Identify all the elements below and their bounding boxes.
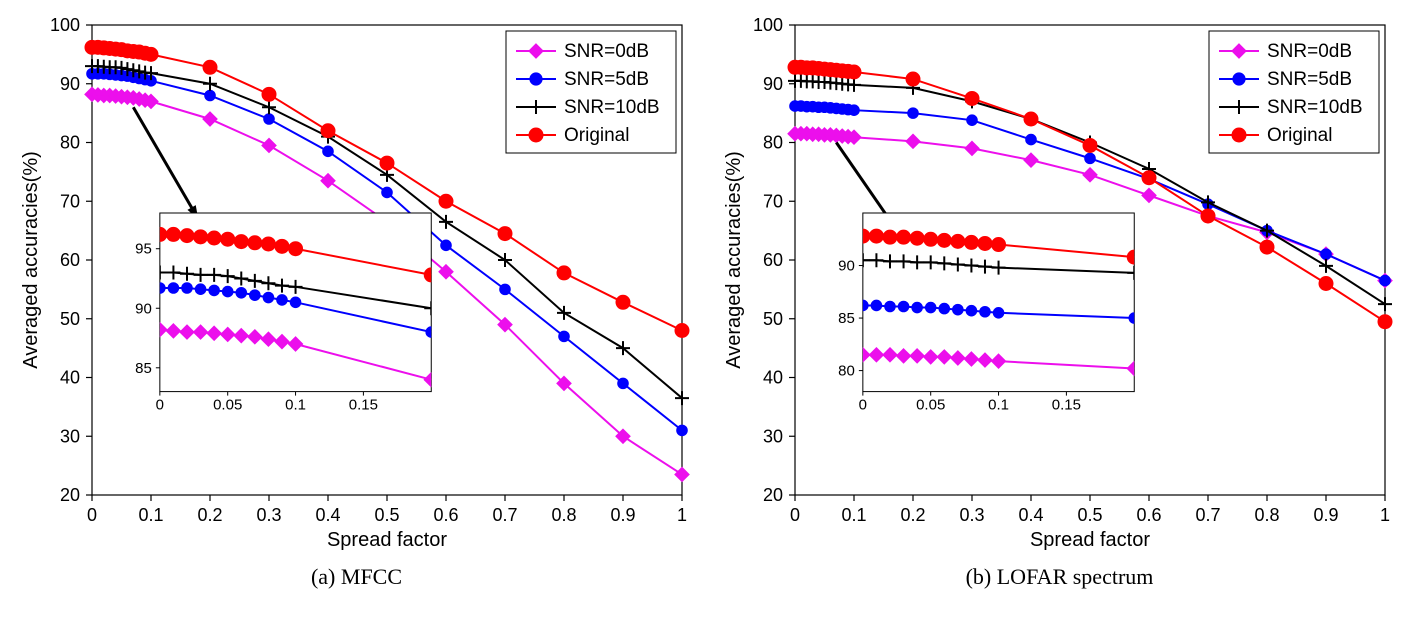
svg-text:0.8: 0.8	[1254, 505, 1279, 525]
svg-text:0.3: 0.3	[959, 505, 984, 525]
subplot-lofar: 0 0.1 0.2 0.3 0.4 0.5 0.6 0.7 0.8 0.9 1 20 30 40 50 60 7…	[720, 10, 1400, 560]
svg-text:90: 90	[135, 300, 152, 317]
svg-text:40: 40	[59, 368, 79, 388]
svg-text:20: 20	[762, 485, 782, 505]
svg-text:0.2: 0.2	[197, 505, 222, 525]
svg-text:0.6: 0.6	[1136, 505, 1161, 525]
svg-text:1: 1	[1379, 505, 1389, 525]
svg-text:0.4: 0.4	[1018, 505, 1043, 525]
svg-text:40: 40	[762, 368, 782, 388]
svg-text:0.15: 0.15	[1051, 397, 1080, 414]
svg-text:0.1: 0.1	[988, 397, 1009, 414]
svg-text:Original: Original	[564, 125, 629, 146]
svg-text:100: 100	[752, 15, 782, 35]
subplot-wrapper-lofar: 0 0.1 0.2 0.3 0.4 0.5 0.6 0.7 0.8 0.9 1 20 30 40 50 60 7…	[713, 10, 1406, 609]
svg-text:SNR=10dB: SNR=10dB	[1267, 97, 1363, 118]
svg-text:80: 80	[59, 133, 79, 153]
svg-text:60: 60	[762, 250, 782, 270]
svg-text:0.8: 0.8	[551, 505, 576, 525]
svg-text:20: 20	[59, 485, 79, 505]
svg-text:0.6: 0.6	[433, 505, 458, 525]
svg-text:0.1: 0.1	[285, 397, 306, 414]
svg-text:SNR=0dB: SNR=0dB	[564, 41, 649, 62]
svg-text:30: 30	[762, 426, 782, 446]
svg-text:Spread factor: Spread factor	[326, 529, 446, 551]
subplot-wrapper-mfcc: 0 0.1 0.2 0.3 0.4 0.5 0.6 0.7 0.8 0.9 1 20 30 40 50 60 7…	[10, 10, 703, 609]
subplot-mfcc: 0 0.1 0.2 0.3 0.4 0.5 0.6 0.7 0.8 0.9 1 20 30 40 50 60 7…	[17, 10, 697, 560]
svg-text:Original: Original	[1267, 125, 1332, 146]
svg-text:80: 80	[838, 363, 855, 380]
svg-text:90: 90	[838, 258, 855, 275]
svg-text:0.4: 0.4	[315, 505, 340, 525]
svg-text:50: 50	[762, 309, 782, 329]
svg-text:Averaged accuracies(%): Averaged accuracies(%)	[20, 151, 42, 369]
svg-text:70: 70	[59, 191, 79, 211]
caption-lofar: (b) LOFAR spectrum	[966, 564, 1154, 590]
svg-text:0: 0	[789, 505, 799, 525]
svg-text:100: 100	[49, 15, 79, 35]
svg-text:85: 85	[135, 360, 152, 377]
svg-text:0: 0	[155, 397, 163, 414]
svg-text:50: 50	[59, 309, 79, 329]
svg-text:30: 30	[59, 426, 79, 446]
svg-text:0.05: 0.05	[213, 397, 242, 414]
svg-text:0.5: 0.5	[374, 505, 399, 525]
svg-text:0.2: 0.2	[900, 505, 925, 525]
svg-text:0.15: 0.15	[348, 397, 377, 414]
svg-text:1: 1	[676, 505, 686, 525]
svg-text:0.5: 0.5	[1077, 505, 1102, 525]
svg-text:85: 85	[838, 310, 855, 327]
svg-text:0.7: 0.7	[1195, 505, 1220, 525]
svg-text:0: 0	[86, 505, 96, 525]
svg-text:70: 70	[762, 191, 782, 211]
svg-text:0.9: 0.9	[1313, 505, 1338, 525]
svg-text:SNR=5dB: SNR=5dB	[1267, 69, 1352, 90]
svg-text:0: 0	[858, 397, 866, 414]
svg-text:Spread factor: Spread factor	[1029, 529, 1149, 551]
svg-text:60: 60	[59, 250, 79, 270]
svg-text:90: 90	[762, 74, 782, 94]
svg-text:0.05: 0.05	[916, 397, 945, 414]
svg-text:95: 95	[135, 241, 152, 258]
svg-text:SNR=5dB: SNR=5dB	[564, 69, 649, 90]
svg-text:Averaged accuracies(%): Averaged accuracies(%)	[723, 151, 745, 369]
caption-mfcc: (a) MFCC	[311, 564, 402, 590]
svg-text:90: 90	[59, 74, 79, 94]
svg-text:0.7: 0.7	[492, 505, 517, 525]
svg-text:0.3: 0.3	[256, 505, 281, 525]
figure-container: 0 0.1 0.2 0.3 0.4 0.5 0.6 0.7 0.8 0.9 1 20 30 40 50 60 7…	[10, 10, 1406, 609]
svg-text:SNR=10dB: SNR=10dB	[564, 97, 660, 118]
svg-text:0.9: 0.9	[610, 505, 635, 525]
svg-text:SNR=0dB: SNR=0dB	[1267, 41, 1352, 62]
svg-text:0.1: 0.1	[841, 505, 866, 525]
svg-text:0.1: 0.1	[138, 505, 163, 525]
svg-text:80: 80	[762, 133, 782, 153]
